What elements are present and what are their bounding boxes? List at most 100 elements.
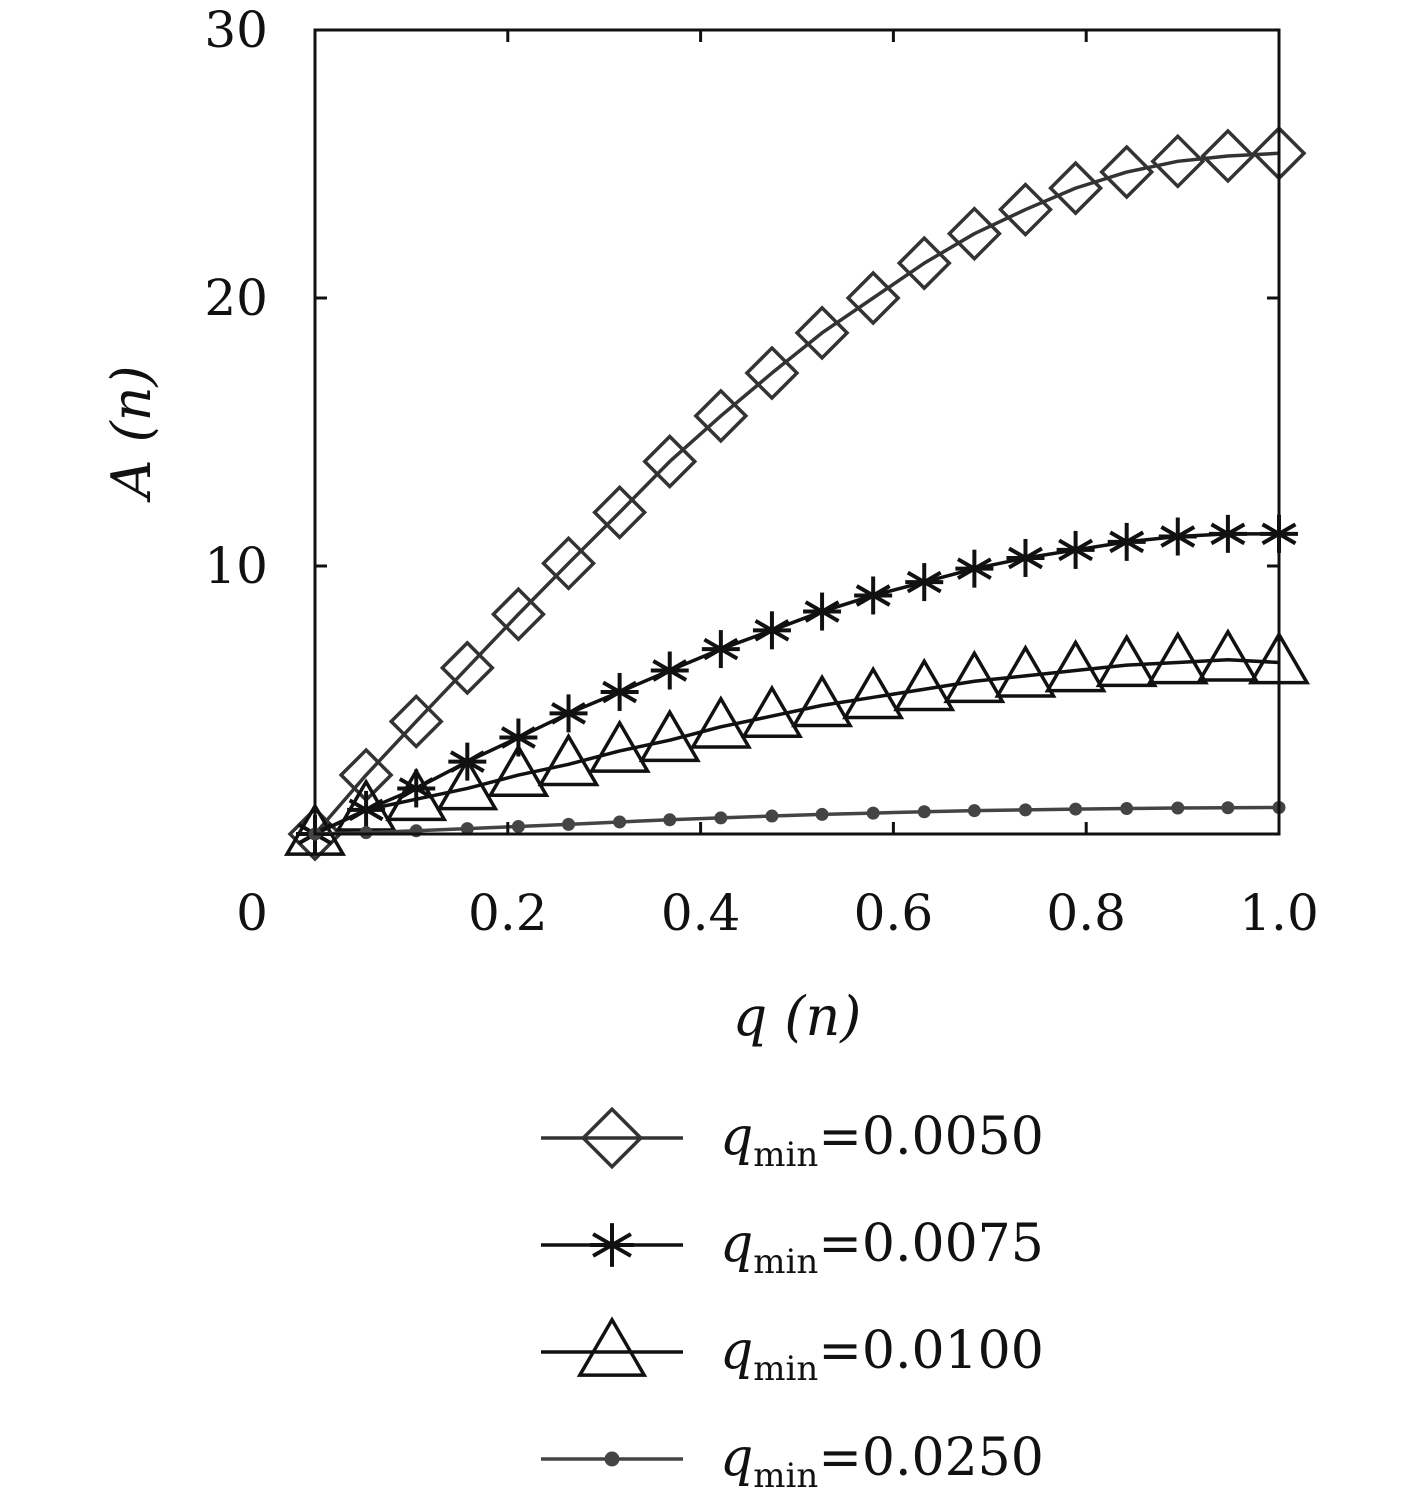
y-tick-label: 30 [204, 1, 268, 59]
legend-label: qmin=0.0050 [720, 1107, 1044, 1175]
legend-value: =0.0250 [818, 1428, 1044, 1488]
data-point-dot [460, 822, 474, 836]
data-point-triangle [893, 657, 956, 712]
data-point-triangle [1146, 630, 1209, 685]
data-point-triangle [537, 732, 600, 787]
legend-label: qmin=0.0075 [720, 1214, 1044, 1282]
data-point-asterisk [905, 563, 944, 602]
series-line [314, 658, 1280, 836]
data-point-dot [604, 1451, 620, 1467]
data-point-asterisk [1208, 514, 1247, 553]
series-line [313, 151, 1280, 836]
data-point-dot [917, 805, 931, 819]
legend-value: =0.0050 [818, 1107, 1044, 1167]
legend-item: qmin=0.0250 [541, 1428, 1044, 1496]
data-point-triangle [487, 743, 550, 797]
series-dot [308, 800, 1286, 841]
x-axis-tick-labels: 0 0.2 0.4 0.6 0.8 1.0 [236, 884, 1319, 942]
x-tick-label: 0.8 [1046, 884, 1126, 942]
legend-var: q [720, 1428, 753, 1488]
data-point-asterisk [854, 576, 893, 615]
x-tick-label: 0.4 [661, 884, 741, 942]
plot-frame [313, 28, 1281, 836]
data-point-diamond [744, 345, 800, 401]
data-point-diamond [592, 484, 648, 540]
data-point-dot [562, 817, 576, 831]
series-layer [283, 125, 1311, 862]
data-point-diamond [580, 1106, 644, 1170]
data-point-diamond [1200, 128, 1256, 184]
data-point-diamond [896, 235, 952, 291]
data-point-asterisk [499, 718, 538, 757]
legend-var: q [720, 1321, 753, 1381]
data-point-diamond [794, 305, 850, 361]
data-point-triangle [1044, 639, 1107, 693]
legend-var: q [720, 1214, 753, 1274]
legend-value: =0.0075 [818, 1214, 1044, 1274]
data-point-diamond [946, 206, 1002, 262]
data-point-asterisk [701, 630, 740, 669]
data-point-asterisk [1107, 522, 1146, 561]
data-point-diamond [693, 388, 749, 444]
data-point-diamond [541, 535, 597, 591]
data-point-triangle [994, 644, 1057, 698]
legend: qmin=0.0050qmin=0.0075qmin=0.0100qmin=0.… [541, 1106, 1044, 1496]
data-point-diamond [388, 693, 444, 749]
y-axis-tick-labels: 10 20 30 [204, 1, 268, 595]
y-tick-label: 10 [204, 537, 268, 595]
data-point-dot [1018, 803, 1032, 817]
data-point-diamond [997, 182, 1053, 238]
data-point-dot [815, 807, 829, 821]
data-point-asterisk [1006, 538, 1045, 577]
data-point-triangle [842, 665, 905, 720]
data-point-asterisk [1158, 517, 1197, 556]
data-point-dot [866, 806, 880, 820]
legend-item: qmin=0.0050 [541, 1106, 1044, 1175]
data-point-asterisk [590, 1223, 634, 1267]
data-point-asterisk [803, 592, 842, 631]
data-point-triangle [791, 673, 854, 728]
data-point-dot [967, 804, 981, 818]
data-point-triangle [1196, 628, 1259, 682]
legend-subscript: min [753, 1456, 818, 1496]
data-point-asterisk [549, 694, 588, 733]
data-point-diamond [1099, 144, 1155, 200]
data-point-triangle [943, 649, 1006, 704]
plot-area [283, 28, 1311, 862]
x-tick-label: 0.6 [854, 884, 934, 942]
data-point-asterisk [397, 769, 436, 808]
data-point-triangle [576, 1316, 648, 1377]
data-point-diamond [490, 586, 546, 642]
legend-item: qmin=0.0075 [541, 1214, 1044, 1282]
data-point-dot [765, 809, 779, 823]
x-axis-label: q (n) [733, 985, 862, 1048]
data-point-triangle [689, 695, 752, 749]
data-point-diamond [1150, 133, 1206, 189]
data-point-asterisk [650, 651, 689, 690]
data-point-dot [1120, 802, 1134, 816]
legend-var: q [720, 1107, 753, 1167]
data-point-asterisk [955, 549, 994, 588]
data-point-asterisk [600, 672, 639, 711]
data-point-triangle [588, 719, 651, 773]
data-point-asterisk [1056, 530, 1095, 569]
data-point-triangle [436, 756, 499, 811]
data-point-asterisk [752, 611, 791, 650]
legend-item: qmin=0.0100 [541, 1316, 1044, 1389]
data-point-diamond [1048, 160, 1104, 216]
x-tick-label: 1.0 [1239, 884, 1319, 942]
data-point-triangle [283, 802, 347, 856]
data-point-dot [1221, 801, 1235, 815]
legend-label: qmin=0.0100 [720, 1321, 1044, 1389]
legend-label: qmin=0.0250 [720, 1428, 1044, 1496]
x-tick-label: 0 [236, 884, 268, 942]
y-tick-label: 20 [204, 269, 268, 327]
data-point-triangle [740, 684, 803, 738]
data-point-dot [613, 815, 627, 829]
series-line [314, 805, 1280, 836]
data-point-dot [714, 811, 728, 825]
y-axis-label: A (n) [100, 365, 163, 503]
data-point-triangle [385, 767, 448, 822]
axis-ticks [313, 28, 1281, 834]
series-triangle [283, 628, 1311, 856]
